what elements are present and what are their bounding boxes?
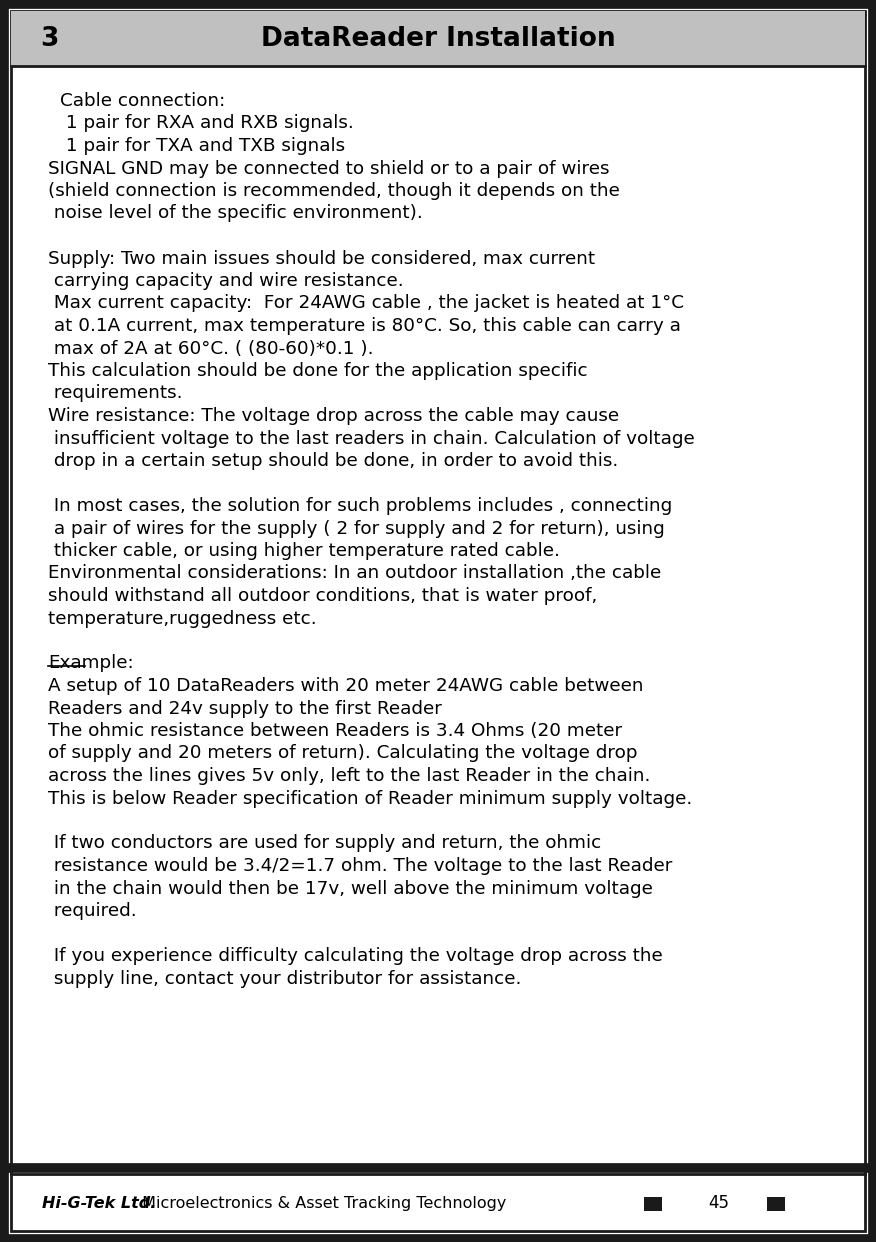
Text: Example:: Example: xyxy=(48,655,134,672)
Text: Hi-G-Tek Ltd.: Hi-G-Tek Ltd. xyxy=(42,1196,157,1211)
Text: If two conductors are used for supply and return, the ohmic: If two conductors are used for supply an… xyxy=(48,835,602,852)
Text: required.: required. xyxy=(48,902,137,920)
Text: noise level of the specific environment).: noise level of the specific environment)… xyxy=(48,205,423,222)
Bar xyxy=(644,1196,662,1211)
Text: This is below Reader specification of Reader minimum supply voltage.: This is below Reader specification of Re… xyxy=(48,790,692,807)
Bar xyxy=(766,1196,785,1211)
Bar xyxy=(11,11,865,66)
Text: of supply and 20 meters of return). Calculating the voltage drop: of supply and 20 meters of return). Calc… xyxy=(48,744,638,763)
Text: A setup of 10 DataReaders with 20 meter 24AWG cable between: A setup of 10 DataReaders with 20 meter … xyxy=(48,677,644,696)
Text: carrying capacity and wire resistance.: carrying capacity and wire resistance. xyxy=(48,272,404,289)
Text: Environmental considerations: In an outdoor installation ,the cable: Environmental considerations: In an outd… xyxy=(48,565,661,582)
Text: temperature,ruggedness etc.: temperature,ruggedness etc. xyxy=(48,610,317,627)
Text: in the chain would then be 17v, well above the minimum voltage: in the chain would then be 17v, well abo… xyxy=(48,879,653,898)
Text: insufficient voltage to the last readers in chain. Calculation of voltage: insufficient voltage to the last readers… xyxy=(48,430,695,447)
Text: a pair of wires for the supply ( 2 for supply and 2 for return), using: a pair of wires for the supply ( 2 for s… xyxy=(48,519,665,538)
Text: Readers and 24v supply to the first Reader: Readers and 24v supply to the first Read… xyxy=(48,699,442,718)
Text: SIGNAL GND may be connected to shield or to a pair of wires: SIGNAL GND may be connected to shield or… xyxy=(48,159,610,178)
Text: Max current capacity:  For 24AWG cable , the jacket is heated at 1°C: Max current capacity: For 24AWG cable , … xyxy=(48,294,684,313)
Text: resistance would be 3.4/2=1.7 ohm. The voltage to the last Reader: resistance would be 3.4/2=1.7 ohm. The v… xyxy=(48,857,673,876)
Text: at 0.1A current, max temperature is 80°C. So, this cable can carry a: at 0.1A current, max temperature is 80°C… xyxy=(48,317,681,335)
Text: 1 pair for TXA and TXB signals: 1 pair for TXA and TXB signals xyxy=(60,137,344,155)
Text: Supply: Two main issues should be considered, max current: Supply: Two main issues should be consid… xyxy=(48,250,596,267)
Text: thicker cable, or using higher temperature rated cable.: thicker cable, or using higher temperatu… xyxy=(48,542,560,560)
Text: If you experience difficulty calculating the voltage drop across the: If you experience difficulty calculating… xyxy=(48,946,663,965)
Text: 45: 45 xyxy=(708,1195,729,1212)
Text: (shield connection is recommended, though it depends on the: (shield connection is recommended, thoug… xyxy=(48,183,620,200)
Text: drop in a certain setup should be done, in order to avoid this.: drop in a certain setup should be done, … xyxy=(48,452,618,469)
Text: The ohmic resistance between Readers is 3.4 Ohms (20 meter: The ohmic resistance between Readers is … xyxy=(48,722,622,740)
Text: requirements.: requirements. xyxy=(48,385,183,402)
Text: Wire resistance: The voltage drop across the cable may cause: Wire resistance: The voltage drop across… xyxy=(48,407,619,425)
Text: In most cases, the solution for such problems includes , connecting: In most cases, the solution for such pro… xyxy=(48,497,673,515)
Text: DataReader Installation: DataReader Installation xyxy=(261,26,615,51)
Text: across the lines gives 5v only, left to the last Reader in the chain.: across the lines gives 5v only, left to … xyxy=(48,768,651,785)
Text: This calculation should be done for the application specific: This calculation should be done for the … xyxy=(48,361,588,380)
Text: should withstand all outdoor conditions, that is water proof,: should withstand all outdoor conditions,… xyxy=(48,587,597,605)
Text: supply line, contact your distributor for assistance.: supply line, contact your distributor fo… xyxy=(48,970,521,987)
Text: Microelectronics & Asset Tracking Technology: Microelectronics & Asset Tracking Techno… xyxy=(137,1196,506,1211)
Text: 3: 3 xyxy=(40,26,59,51)
Text: max of 2A at 60°C. ( (80-60)*0.1 ).: max of 2A at 60°C. ( (80-60)*0.1 ). xyxy=(48,339,374,358)
Text: Cable connection:: Cable connection: xyxy=(60,92,225,111)
Text: 1 pair for RXA and RXB signals.: 1 pair for RXA and RXB signals. xyxy=(60,114,353,133)
